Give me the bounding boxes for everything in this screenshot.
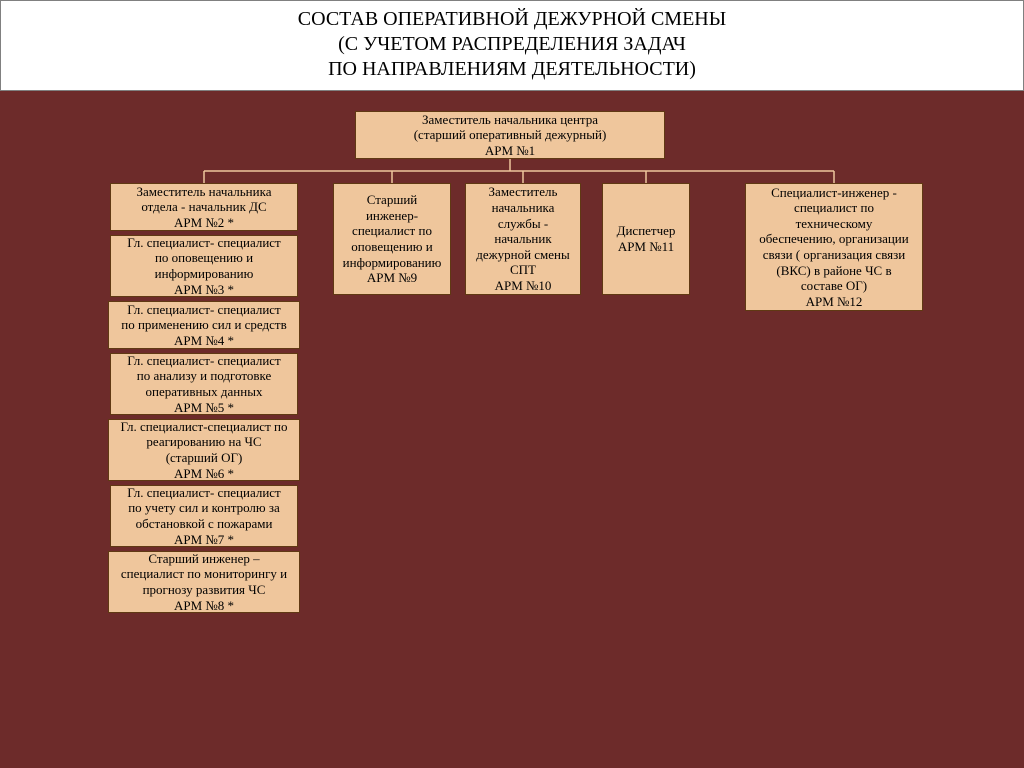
col0-box4-line: (старший ОГ) bbox=[115, 450, 293, 466]
col0-box0-line: отдела - начальник ДС bbox=[117, 199, 291, 215]
col0-box6-line: АРМ №8 * bbox=[115, 598, 293, 614]
col0-box3: Гл. специалист- специалистпо анализу и п… bbox=[110, 353, 298, 415]
col0-box2-line: АРМ №4 * bbox=[115, 333, 293, 349]
col0-box3-line: по анализу и подготовке bbox=[117, 368, 291, 384]
page-title: СОСТАВ ОПЕРАТИВНОЙ ДЕЖУРНОЙ СМЕНЫ (С УЧЕ… bbox=[0, 0, 1024, 91]
col2-box0-line: Заместитель bbox=[472, 184, 574, 200]
col2-box0-line: дежурной смены bbox=[472, 247, 574, 263]
col4-box0-line: связи ( организация связи bbox=[752, 247, 916, 263]
col2-box0-line: СПТ bbox=[472, 262, 574, 278]
root-box: Заместитель начальника центра(старший оп… bbox=[355, 111, 665, 159]
root-box-line: Заместитель начальника центра bbox=[362, 112, 658, 128]
col2-box0-line: службы - bbox=[472, 216, 574, 232]
root-box-line: (старший оперативный дежурный) bbox=[362, 127, 658, 143]
col0-box3-line: АРМ №5 * bbox=[117, 400, 291, 416]
col0-box0-line: Заместитель начальника bbox=[117, 184, 291, 200]
col0-box2-line: Гл. специалист- специалист bbox=[115, 302, 293, 318]
col4-box0-line: техническому bbox=[752, 216, 916, 232]
title-line-3: ПО НАПРАВЛЕНИЯМ ДЕЯТЕЛЬНОСТИ) bbox=[1, 57, 1023, 82]
col4-box0: Специалист-инженер -специалист потехниче… bbox=[745, 183, 923, 311]
col0-box0: Заместитель начальникаотдела - начальник… bbox=[110, 183, 298, 231]
col4-box0-line: (ВКС) в районе ЧС в bbox=[752, 263, 916, 279]
col0-box4-line: АРМ №6 * bbox=[115, 466, 293, 482]
col0-box2: Гл. специалист- специалистпо применению … bbox=[108, 301, 300, 349]
col1-box0-line: оповещению и bbox=[340, 239, 444, 255]
col2-box0-line: начальника bbox=[472, 200, 574, 216]
col1-box0-line: АРМ №9 bbox=[340, 270, 444, 286]
title-line-1: СОСТАВ ОПЕРАТИВНОЙ ДЕЖУРНОЙ СМЕНЫ bbox=[1, 7, 1023, 32]
col4-box0-line: АРМ №12 bbox=[752, 294, 916, 310]
col3-box0-line: АРМ №11 bbox=[609, 239, 683, 255]
col0-box1-line: информированию bbox=[117, 266, 291, 282]
col0-box5-line: АРМ №7 * bbox=[117, 532, 291, 548]
col0-box0-line: АРМ №2 * bbox=[117, 215, 291, 231]
col4-box0-line: обеспечению, организации bbox=[752, 231, 916, 247]
col0-box4-line: реагированию на ЧС bbox=[115, 434, 293, 450]
col1-box0-line: Старший bbox=[340, 192, 444, 208]
col0-box6: Старший инженер –специалист по мониторин… bbox=[108, 551, 300, 613]
col0-box3-line: Гл. специалист- специалист bbox=[117, 353, 291, 369]
col2-box0-line: начальник bbox=[472, 231, 574, 247]
col0-box3-line: оперативных данных bbox=[117, 384, 291, 400]
col0-box5-line: Гл. специалист- специалист bbox=[117, 485, 291, 501]
col0-box6-line: Старший инженер – bbox=[115, 551, 293, 567]
col1-box0-line: специалист по bbox=[340, 223, 444, 239]
col0-box6-line: прогнозу развития ЧС bbox=[115, 582, 293, 598]
title-line-2: (С УЧЕТОМ РАСПРЕДЕЛЕНИЯ ЗАДАЧ bbox=[1, 32, 1023, 57]
col0-box1-line: по оповещению и bbox=[117, 250, 291, 266]
col4-box0-line: специалист по bbox=[752, 200, 916, 216]
col0-box1-line: АРМ №3 * bbox=[117, 282, 291, 298]
col2-box0: Заместительначальникаслужбы -начальникде… bbox=[465, 183, 581, 295]
col2-box0-line: АРМ №10 bbox=[472, 278, 574, 294]
col1-box0-line: инженер- bbox=[340, 208, 444, 224]
col0-box4: Гл. специалист-специалист пореагированию… bbox=[108, 419, 300, 481]
col0-box6-line: специалист по мониторингу и bbox=[115, 566, 293, 582]
col0-box1-line: Гл. специалист- специалист bbox=[117, 235, 291, 251]
col0-box2-line: по применению сил и средств bbox=[115, 317, 293, 333]
org-chart-canvas: Заместитель начальника центра(старший оп… bbox=[0, 91, 1024, 761]
col0-box5: Гл. специалист- специалистпо учету сил и… bbox=[110, 485, 298, 547]
col3-box0: ДиспетчерАРМ №11 bbox=[602, 183, 690, 295]
col0-box4-line: Гл. специалист-специалист по bbox=[115, 419, 293, 435]
col4-box0-line: Специалист-инженер - bbox=[752, 185, 916, 201]
root-box-line: АРМ №1 bbox=[362, 143, 658, 159]
col1-box0: Старшийинженер-специалист пооповещению и… bbox=[333, 183, 451, 295]
col0-box5-line: обстановкой с пожарами bbox=[117, 516, 291, 532]
col4-box0-line: составе ОГ) bbox=[752, 278, 916, 294]
col3-box0-line: Диспетчер bbox=[609, 223, 683, 239]
col0-box5-line: по учету сил и контролю за bbox=[117, 500, 291, 516]
col0-box1: Гл. специалист- специалистпо оповещению … bbox=[110, 235, 298, 297]
col1-box0-line: информированию bbox=[340, 255, 444, 271]
